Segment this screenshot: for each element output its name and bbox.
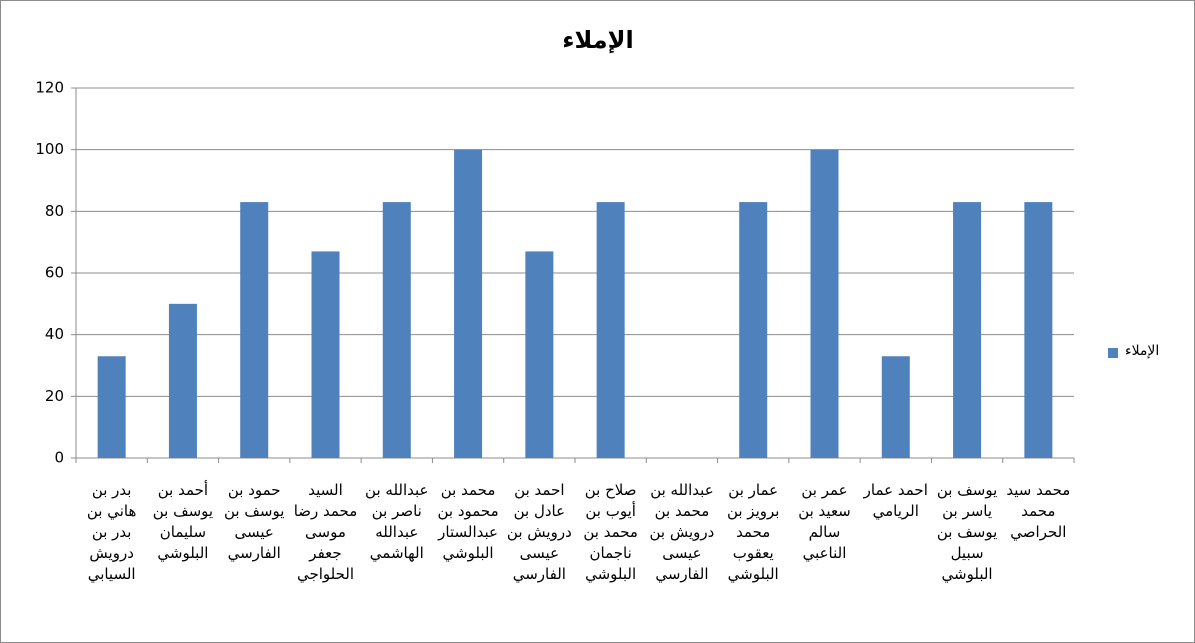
y-tick-label: 0: [54, 449, 64, 467]
y-tick-label: 80: [45, 202, 64, 220]
x-tick-label: احمد عمار الريامي: [863, 481, 928, 520]
x-tick-label: عبدالله بن ناصر بن عبدالله الهاشمي: [365, 481, 429, 562]
x-tick-label: أحمد بن يوسف بن سليمان البلوشي: [152, 481, 214, 562]
y-tick-label: 60: [45, 264, 64, 282]
y-tick-label: 40: [45, 325, 64, 343]
x-tick-label: بدر بن هاني بن بدر بن درويش السيابي: [86, 481, 137, 583]
bar: [97, 356, 126, 458]
legend-label: الإملاء: [1125, 343, 1160, 359]
x-tick-label: السيد محمد رضا موسى جعفر الحلواجي: [293, 481, 358, 583]
bar: [311, 251, 340, 458]
bar: [382, 202, 411, 458]
bar: [810, 149, 839, 458]
x-tick-label: احمد بن عادل بن درويش بن عيسى الفارسي: [506, 481, 572, 583]
x-tick-label: عمر بن سعيد بن سالم الناعبي: [798, 481, 851, 562]
bar: [240, 202, 269, 458]
bar: [739, 202, 768, 458]
bar: [454, 149, 483, 458]
x-tick-label: عمار بن برويز بن محمد يعقوب البلوشي: [726, 481, 780, 583]
x-tick-label: محمد سيد محمد الحراصي: [1006, 481, 1071, 541]
y-tick-label: 20: [45, 387, 64, 405]
bar: [525, 251, 554, 458]
x-tick-label: محمد بن محمود بن عبدالستار البلوشي: [437, 481, 499, 562]
x-tick-label: يوسف بن ياسر بن يوسف بن سبيل البلوشي: [936, 481, 998, 583]
y-tick-label: 100: [35, 140, 64, 158]
x-tick-label: صلاح بن أيوب بن محمد بن ناجمان البلوشي: [583, 481, 638, 583]
y-tick-label: 120: [35, 79, 64, 97]
bar: [881, 356, 910, 458]
bar: [1024, 202, 1053, 458]
bar: [168, 303, 197, 458]
chart-title: الإملاء: [562, 26, 633, 54]
x-tick-label: حمود بن يوسف بن عيسى الفارسي: [224, 481, 285, 562]
x-tick-label: عبدالله بن محمد بن درويش بن عيسى الفارسي: [649, 481, 715, 583]
legend-swatch: [1108, 348, 1118, 358]
bar: [596, 202, 625, 458]
bar: [953, 202, 982, 458]
